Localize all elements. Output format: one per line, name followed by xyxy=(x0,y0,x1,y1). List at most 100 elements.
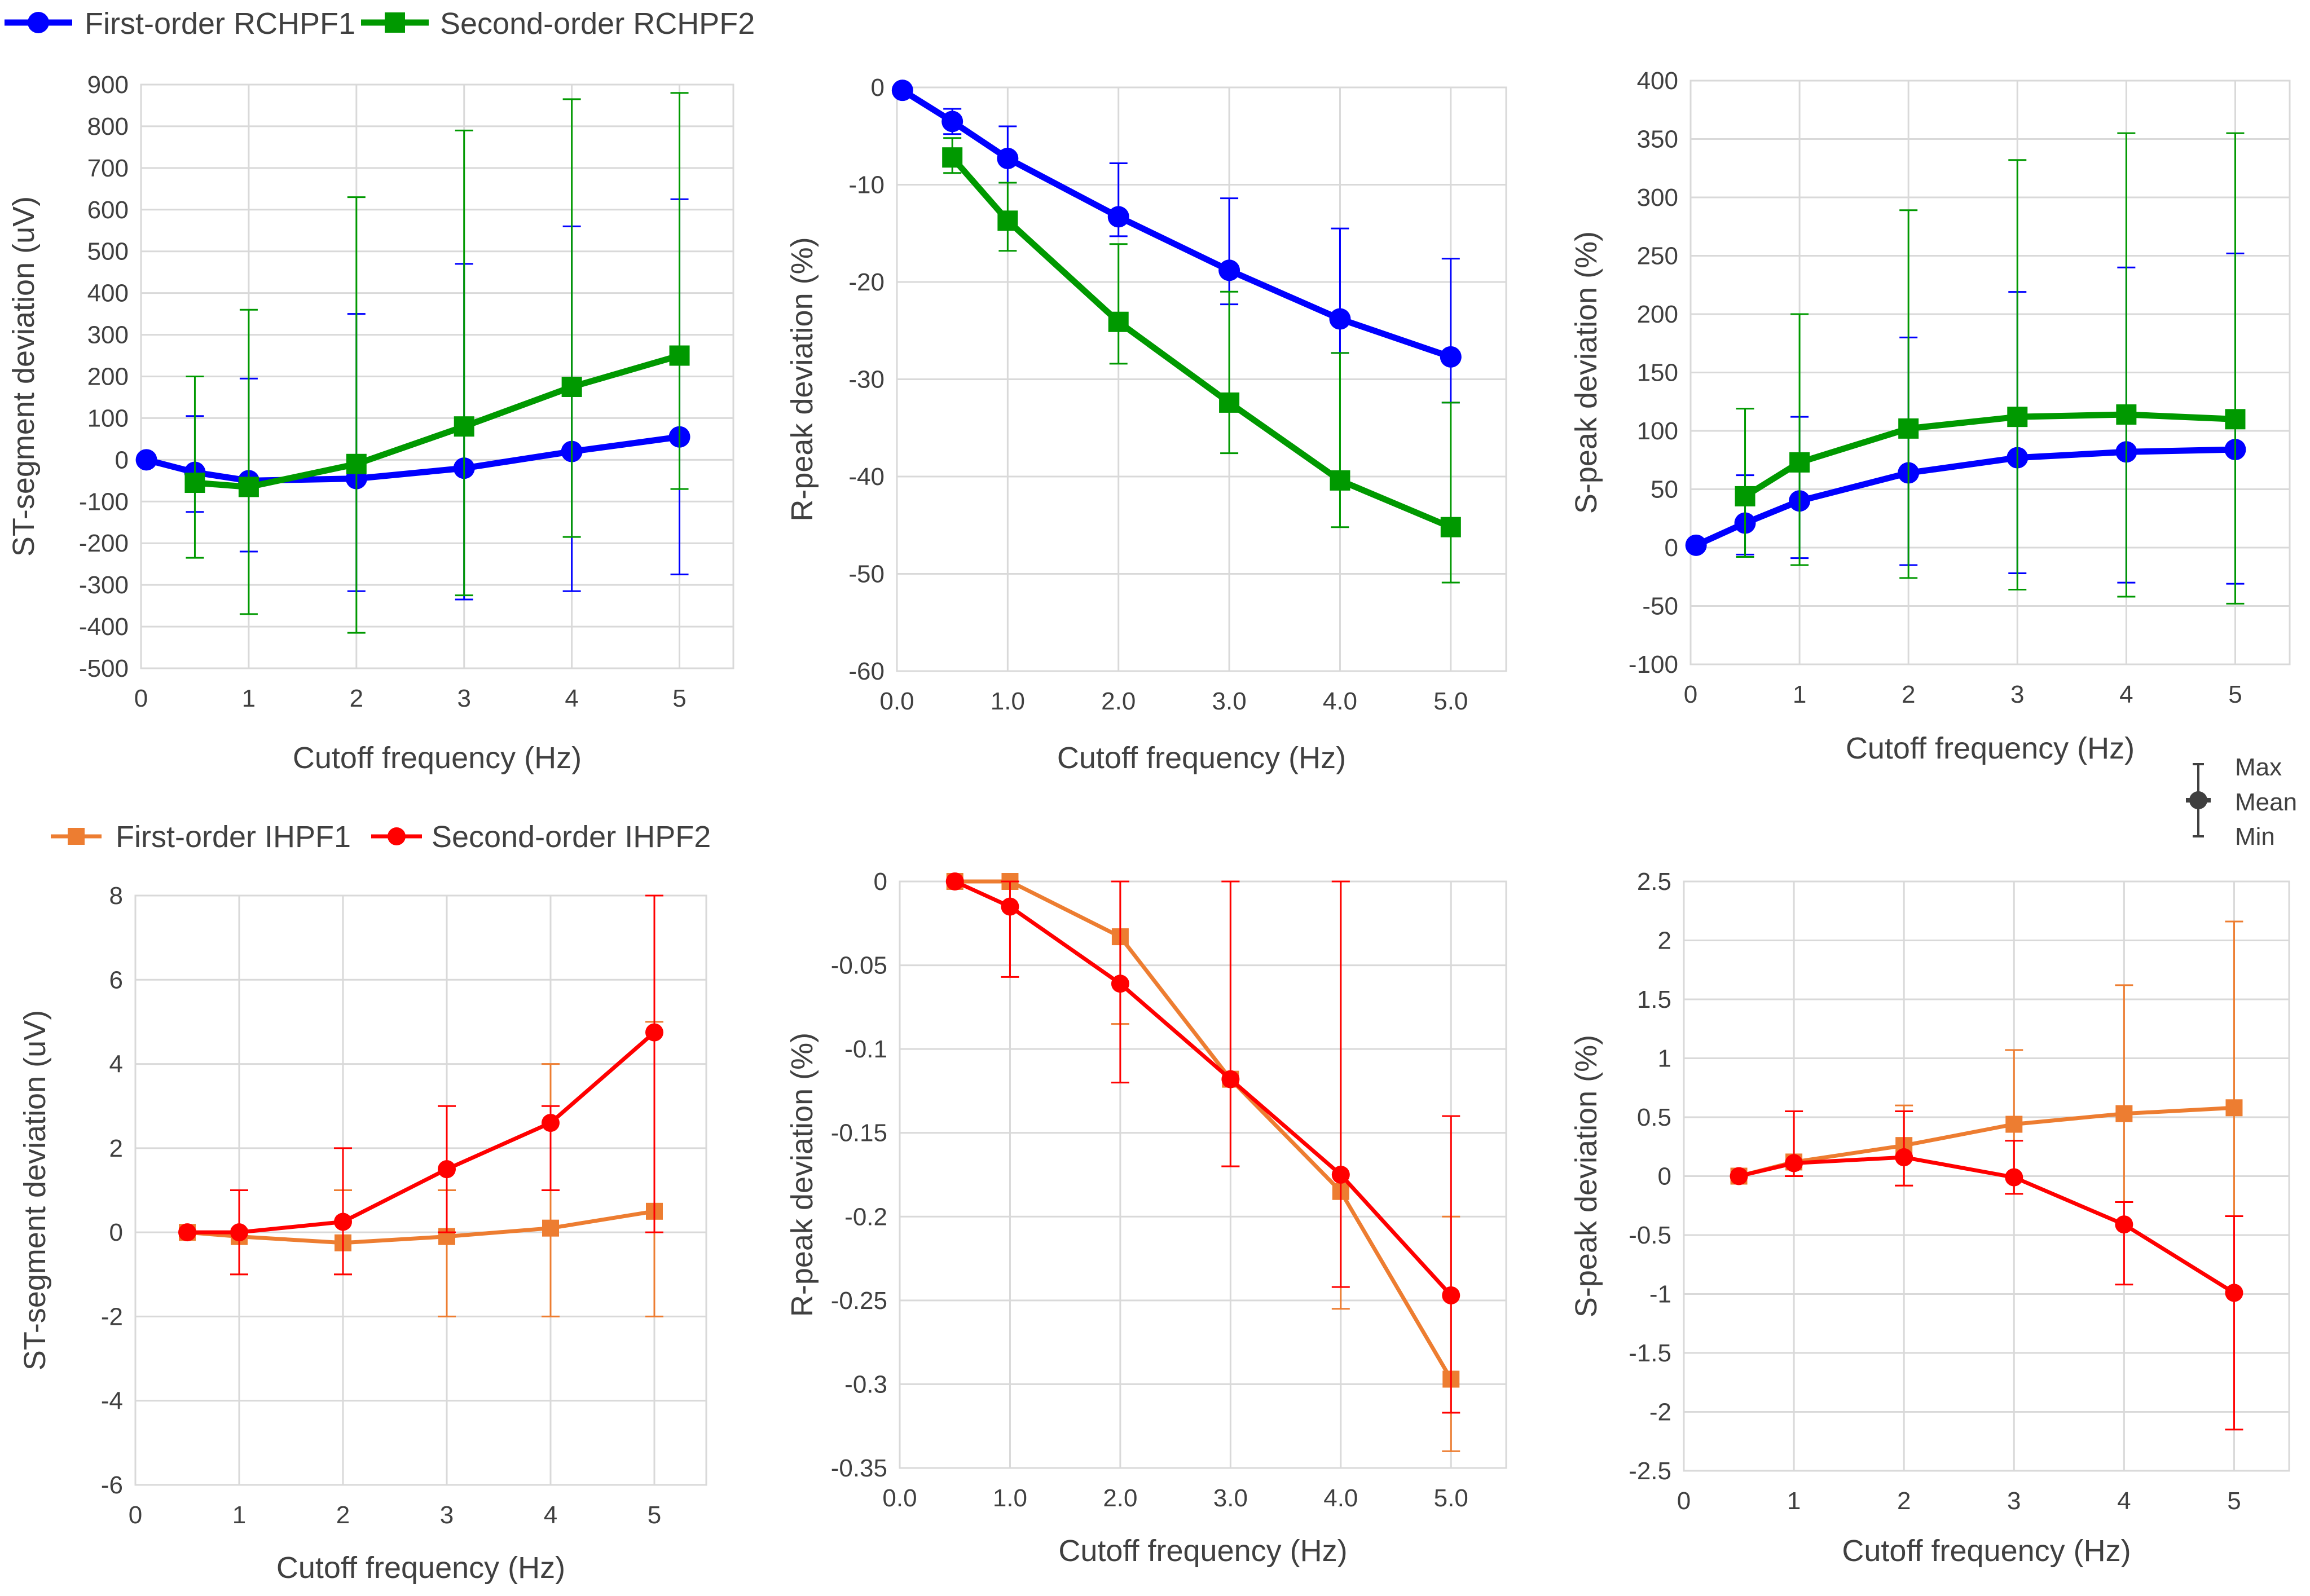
errorbar-key-min: Min xyxy=(2235,823,2275,850)
y-tick-label: -0.15 xyxy=(831,1119,887,1147)
x-tick-label: 0.0 xyxy=(879,687,914,715)
data-point xyxy=(2225,1099,2243,1117)
y-tick-label: -6 xyxy=(101,1471,123,1499)
legend-top-label-1: First-order RCHPF1 xyxy=(85,7,355,41)
y-tick-label: -20 xyxy=(848,268,885,296)
x-tick-label: 3 xyxy=(457,685,470,712)
x-tick-label: 5 xyxy=(648,1501,661,1529)
plot-area xyxy=(134,894,707,1486)
x-tick-label: 0 xyxy=(134,685,148,712)
y-tick-label: 300 xyxy=(87,321,129,349)
legend-bottom-marker-2 xyxy=(388,827,406,845)
data-point xyxy=(645,1023,663,1042)
legend-top-label-2: Second-order RCHPF2 xyxy=(440,7,755,41)
y-tick-label: -0.2 xyxy=(844,1203,887,1231)
x-tick-label: 1 xyxy=(1787,1487,1801,1515)
data-point xyxy=(891,80,913,102)
y-tick-label: -2 xyxy=(1649,1399,1671,1426)
y-tick-label: -1.5 xyxy=(1629,1339,1671,1367)
legend-bottom-label-2: Second-order IHPF2 xyxy=(432,820,711,854)
x-tick-label: 0 xyxy=(129,1501,142,1529)
data-point xyxy=(1111,975,1129,993)
y-tick-label: -400 xyxy=(79,613,129,641)
data-point xyxy=(1789,452,1810,473)
x-tick-label: 5 xyxy=(672,685,686,712)
y-tick-label: 6 xyxy=(109,966,123,994)
y-axis-title: S-peak deviation (%) xyxy=(1569,1035,1603,1317)
series-line xyxy=(187,1209,655,1245)
data-point xyxy=(1785,1154,1803,1172)
legend-bottom-label-1: First-order IHPF1 xyxy=(116,820,351,854)
x-tick-label: 2 xyxy=(336,1501,350,1529)
y-tick-label: -30 xyxy=(848,366,885,394)
y-tick-label: -200 xyxy=(79,530,129,557)
data-point xyxy=(997,147,1019,169)
legend-top-item-2: Second-order RCHPF2 xyxy=(361,7,755,41)
y-tick-label: -2 xyxy=(101,1303,123,1330)
chart-top-r: -60 -50 -40 -30 -20 -10 0 0.0 1.0 2.0 3.0 4.0 5.0 Cut… xyxy=(785,74,1507,775)
data-point xyxy=(1685,534,1707,556)
data-point xyxy=(1895,1148,1913,1167)
errorbar-key-max: Max xyxy=(2235,753,2282,781)
x-tick-label: 3 xyxy=(2010,681,2024,708)
errorbar-key: Max Mean Min xyxy=(2186,753,2297,850)
y-tick-label: -60 xyxy=(848,658,885,685)
data-point xyxy=(561,376,582,397)
legend-top: First-order RCHPF1 Second-order RCHPF2 xyxy=(5,7,755,41)
errorbar-key-marker xyxy=(2189,791,2207,809)
x-tick-label: 1 xyxy=(242,685,256,712)
chart-bottom-r: -0.35 -0.3 -0.25 -0.2 -0.15 -0.1 -0.05 0 0.0 1.0 2… xyxy=(785,868,1507,1568)
data-point xyxy=(1221,1070,1240,1088)
data-point xyxy=(238,477,259,497)
y-tick-label: 2 xyxy=(1658,927,1671,955)
data-point xyxy=(1735,486,1755,506)
x-tick-label: 0 xyxy=(1684,681,1697,708)
y-tick-label: -40 xyxy=(848,463,885,491)
y-tick-label: 0 xyxy=(115,446,129,474)
series-2 xyxy=(1735,132,2246,605)
y-tick-label: 2.5 xyxy=(1637,868,1671,896)
x-tick-label: 2.0 xyxy=(1103,1484,1137,1512)
legend-bottom-item-1: First-order IHPF1 xyxy=(51,820,351,854)
data-point xyxy=(1219,392,1240,413)
x-tick-label: 5 xyxy=(2227,1487,2241,1515)
y-tick-label: 150 xyxy=(1637,359,1678,387)
data-point xyxy=(1440,517,1461,537)
x-tick-label: 3.0 xyxy=(1213,1484,1248,1512)
legend-top-marker-1 xyxy=(28,12,49,33)
x-tick-label: 4.0 xyxy=(1323,687,1357,715)
y-tick-label: -1 xyxy=(1649,1281,1671,1308)
y-tick-label: 200 xyxy=(87,363,129,391)
x-axis-title: Cutoff frequency (Hz) xyxy=(1842,1534,2131,1568)
x-tick-label: 3 xyxy=(440,1501,454,1529)
data-point xyxy=(542,1114,560,1132)
data-point xyxy=(2115,1215,2133,1234)
y-tick-label: 100 xyxy=(1637,417,1678,445)
y-tick-label: 50 xyxy=(1651,476,1678,504)
y-tick-label: -0.25 xyxy=(831,1287,887,1315)
x-tick-label: 0 xyxy=(1677,1487,1691,1515)
data-point xyxy=(1218,259,1240,281)
data-point xyxy=(941,111,963,133)
data-point xyxy=(1730,1167,1748,1185)
series-2 xyxy=(942,137,1461,584)
y-tick-label: 0 xyxy=(871,74,885,102)
y-tick-label: -10 xyxy=(848,171,885,199)
x-tick-label: 0.0 xyxy=(882,1484,917,1512)
x-tick-label: 4 xyxy=(2119,681,2133,708)
data-point xyxy=(135,449,157,471)
series-2 xyxy=(1730,1110,2243,1431)
data-point xyxy=(2116,404,2137,425)
data-point xyxy=(1330,470,1350,491)
chart-bottom-s: -2.5 -2 -1.5 -1 -0.5 0 0.5 1 1.5 2 2.5 0 1 2 3 4 5 Cutoff… xyxy=(1569,868,2290,1568)
data-point xyxy=(2005,1168,2023,1187)
data-point xyxy=(669,345,690,366)
y-tick-label: 0 xyxy=(1658,1163,1671,1191)
data-point xyxy=(945,872,964,890)
y-tick-label: 4 xyxy=(109,1051,123,1078)
data-point xyxy=(184,473,205,493)
data-point xyxy=(942,147,963,168)
x-tick-label: 2 xyxy=(1902,681,1915,708)
x-axis-title: Cutoff frequency (Hz) xyxy=(1058,1534,1347,1568)
y-tick-label: 200 xyxy=(1637,301,1678,328)
